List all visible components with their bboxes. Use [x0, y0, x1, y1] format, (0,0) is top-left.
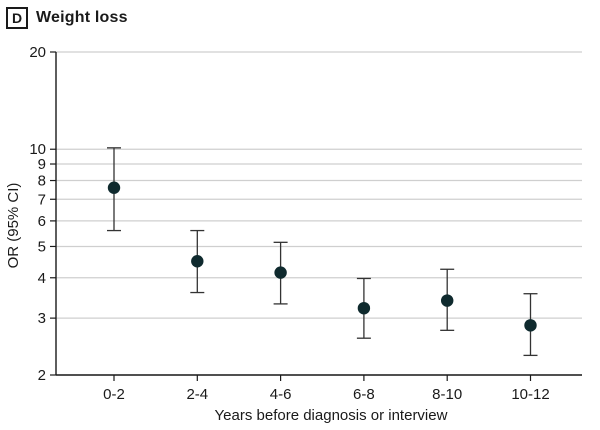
- y-axis-title: OR (95% CI): [5, 183, 22, 269]
- panel-header: D Weight loss: [6, 6, 128, 30]
- data-point-4-6: [274, 266, 287, 279]
- errorbar-layer: [107, 147, 538, 357]
- x-axis-title: Years before diagnosis or interview: [215, 407, 448, 424]
- x-tick-label: 10-12: [511, 386, 549, 403]
- data-point-0-2: [107, 181, 121, 194]
- data-point-6-8: [357, 301, 371, 315]
- y-tick-label: 4: [38, 270, 46, 287]
- point-layer: [107, 181, 537, 332]
- y-tick-label: 10: [29, 141, 46, 158]
- data-point-2-4: [191, 255, 204, 268]
- y-tick-label: 8: [38, 173, 46, 190]
- grid-layer: [56, 51, 582, 376]
- x-tick-label: 8-10: [432, 386, 462, 403]
- y-tick-label: 7: [38, 191, 46, 208]
- x-tick-label: 4-6: [270, 386, 292, 403]
- panel-letter: D: [6, 7, 28, 29]
- data-point-10-12: [524, 319, 537, 332]
- x-tick-label: 0-2: [103, 386, 125, 403]
- y-tick-label: 6: [38, 213, 46, 230]
- y-tick-label: 5: [38, 238, 46, 255]
- chart-title: Weight loss: [36, 9, 128, 26]
- axis-layer: [50, 51, 582, 381]
- y-tick-label: 2: [38, 367, 46, 384]
- x-tick-label: 6-8: [353, 386, 375, 403]
- x-tick-label: 2-4: [186, 386, 208, 403]
- y-tick-label: 20: [29, 44, 46, 61]
- y-tick-label: 9: [38, 156, 46, 173]
- data-point-8-10: [441, 294, 454, 307]
- y-tick-label: 3: [38, 310, 46, 327]
